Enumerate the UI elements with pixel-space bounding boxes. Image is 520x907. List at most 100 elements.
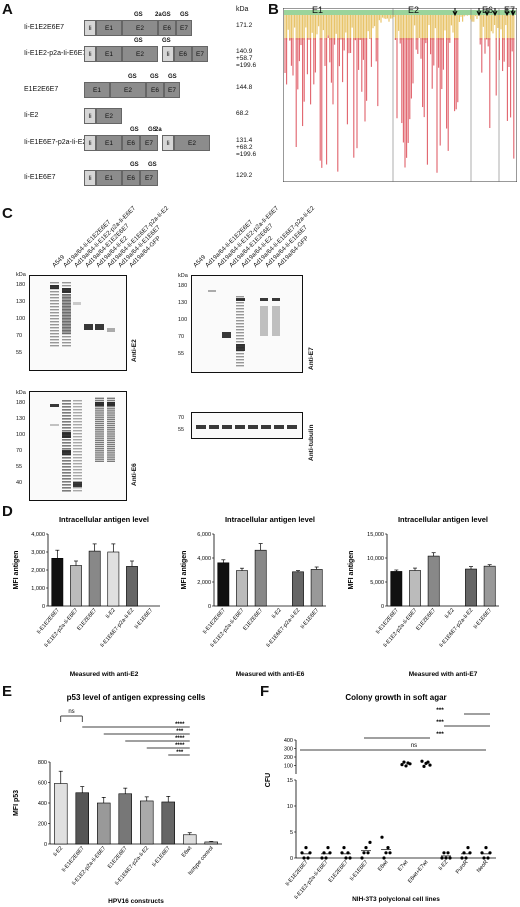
data-point (442, 851, 446, 855)
band (261, 425, 271, 429)
construct-name: Ii-E1E6E7-p2a-Ii-E2 (24, 139, 87, 146)
data-point (344, 856, 348, 860)
band (222, 425, 232, 429)
data-point (364, 846, 368, 850)
y-tick-label: 0 (42, 604, 45, 610)
bar (161, 801, 176, 845)
band (62, 339, 71, 341)
bar (483, 565, 496, 607)
y-tick-label: 0 (44, 842, 47, 848)
band (50, 318, 59, 320)
data-point (444, 856, 448, 860)
band (62, 484, 71, 486)
segment-e6: E6 (122, 170, 140, 186)
band (95, 450, 104, 452)
marker-tub: 70 (178, 415, 185, 421)
blot-bands (50, 397, 115, 492)
category-label: Ii-E2 (105, 607, 117, 620)
band (73, 478, 82, 480)
band (62, 442, 71, 444)
band (73, 472, 82, 474)
band (62, 409, 71, 411)
band (107, 397, 115, 399)
segment-e6: E6 (122, 135, 140, 151)
data-point (400, 763, 404, 767)
category-label: E6wt (181, 845, 194, 859)
segment-ii: Ii (162, 135, 174, 151)
band (50, 315, 59, 317)
kda-value: +58.7 (236, 55, 253, 62)
band (95, 397, 104, 399)
band (95, 443, 104, 446)
conservation-band (284, 10, 516, 15)
band (73, 442, 82, 444)
gs-linker: GS (130, 162, 139, 168)
band (95, 414, 104, 416)
band (236, 326, 244, 328)
band (62, 445, 71, 447)
y-tick-label: 3,000 (31, 550, 45, 556)
bar (118, 793, 133, 845)
marker-e7: 55 (178, 351, 185, 357)
marker-e2: 100 (16, 316, 26, 322)
category-label: Ii-E1E2-p2a-Ii-E6E7 (209, 607, 245, 648)
bar (409, 570, 421, 607)
category-label: Ii-E1E6E7 (300, 607, 321, 630)
bar (254, 549, 267, 607)
data-point (382, 856, 386, 860)
marker-e6: 70 (16, 448, 23, 454)
kda-label: kDa (178, 273, 188, 279)
y-tick-label: 15 (287, 778, 293, 784)
band (62, 430, 71, 432)
band (50, 312, 59, 314)
band (236, 353, 244, 355)
y-tick-label: 10,000 (367, 556, 384, 562)
segment-e1: E1 (96, 46, 122, 62)
data-point (482, 856, 486, 860)
y-axis-label: MFI antigen (181, 551, 188, 590)
band (236, 311, 244, 313)
band (107, 433, 115, 435)
bar (427, 555, 440, 607)
band (50, 424, 59, 426)
band (95, 424, 104, 427)
band (73, 481, 82, 483)
marker-e2: 130 (16, 299, 26, 305)
construct-name: Ii-E1E2-p2a-Ii-E6E7 (24, 50, 87, 57)
band (236, 314, 244, 316)
data-point (446, 851, 450, 855)
panel-letter-b: B (268, 1, 279, 18)
band (107, 418, 115, 420)
band (73, 466, 82, 468)
bar (236, 570, 248, 607)
chart-title: p53 level of antigen expressing cells (67, 693, 206, 702)
band (73, 454, 82, 456)
p2a-label: 2a (155, 12, 162, 18)
segment-e1: E1 (96, 20, 122, 36)
sig-label: ns (68, 709, 74, 715)
band (50, 300, 59, 302)
band (95, 410, 104, 412)
segment-ii: Ii (84, 170, 96, 186)
band (73, 457, 82, 459)
y-axis-label: CFU (265, 773, 272, 787)
band (73, 433, 82, 435)
segment-e2: E2 (174, 135, 210, 151)
blot-anti-e6 (29, 391, 127, 501)
band (107, 441, 115, 444)
band (236, 335, 244, 337)
band (107, 408, 115, 410)
band (62, 448, 71, 450)
segment-ii: Ii (84, 46, 96, 62)
category-label: E7wt (397, 859, 410, 873)
blot-bands (208, 290, 280, 367)
category-label: Ii-E1E6E7-p2a-Ii-E2 (265, 607, 301, 648)
band (62, 342, 71, 344)
band (62, 478, 71, 480)
marker-e2: 180 (16, 282, 26, 288)
band (107, 437, 115, 439)
band (62, 427, 71, 429)
marker-e2: 70 (16, 333, 23, 339)
x-axis-label: HPV16 constructs (108, 898, 164, 905)
band (95, 452, 104, 454)
